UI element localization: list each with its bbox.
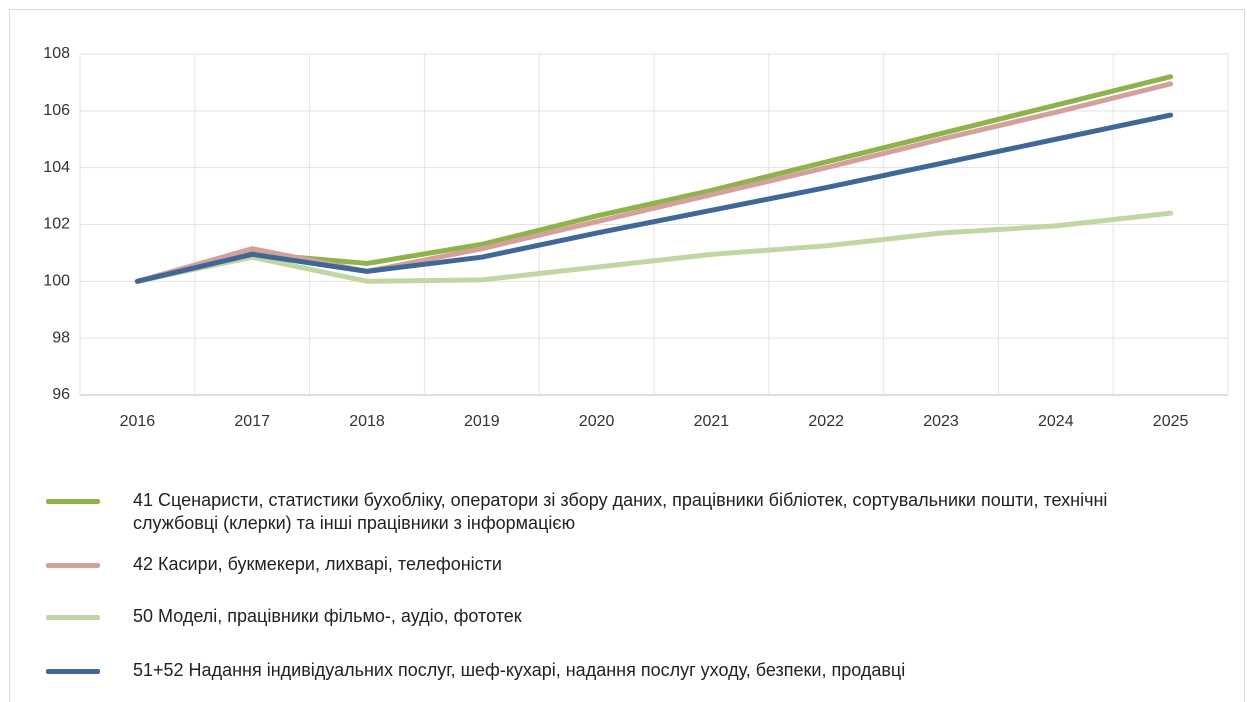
legend-label: 41 Сценаристи, статистики бухобліку, опе… [133, 490, 1108, 533]
x-tick-label: 2017 [234, 413, 270, 430]
x-tick-label: 2023 [923, 413, 959, 430]
legend-label: 50 Моделі, працівники фільмо-, аудіо, фо… [133, 606, 522, 626]
chart-frame [9, 9, 1245, 702]
legend-label: 51+52 Надання індивідуальних послуг, шеф… [133, 660, 906, 680]
y-tick-label: 108 [43, 45, 70, 62]
x-tick-label: 2020 [579, 413, 615, 430]
series-line [134, 81, 1174, 284]
x-tick-label: 2019 [464, 413, 500, 430]
legend-swatch [46, 499, 100, 504]
legend-label: 42 Касири, букмекери, лихварі, телефоніс… [133, 554, 502, 574]
series-line [134, 210, 1174, 284]
legend-swatch [46, 615, 100, 620]
series-line [134, 112, 1174, 284]
x-tick-label: 2024 [1038, 413, 1074, 430]
x-tick-label: 2018 [349, 413, 385, 430]
legend-swatch [46, 563, 100, 568]
y-tick-label: 96 [52, 386, 70, 403]
x-tick-label: 2016 [120, 413, 156, 430]
y-tick-label: 106 [43, 102, 70, 119]
y-tick-label: 102 [43, 216, 70, 233]
x-tick-label: 2022 [808, 413, 844, 430]
legend-swatch [46, 669, 100, 674]
x-tick-label: 2021 [694, 413, 730, 430]
y-tick-label: 104 [43, 159, 70, 176]
y-tick-label: 98 [52, 329, 70, 346]
y-tick-label: 100 [43, 273, 70, 290]
x-tick-label: 2025 [1153, 413, 1189, 430]
